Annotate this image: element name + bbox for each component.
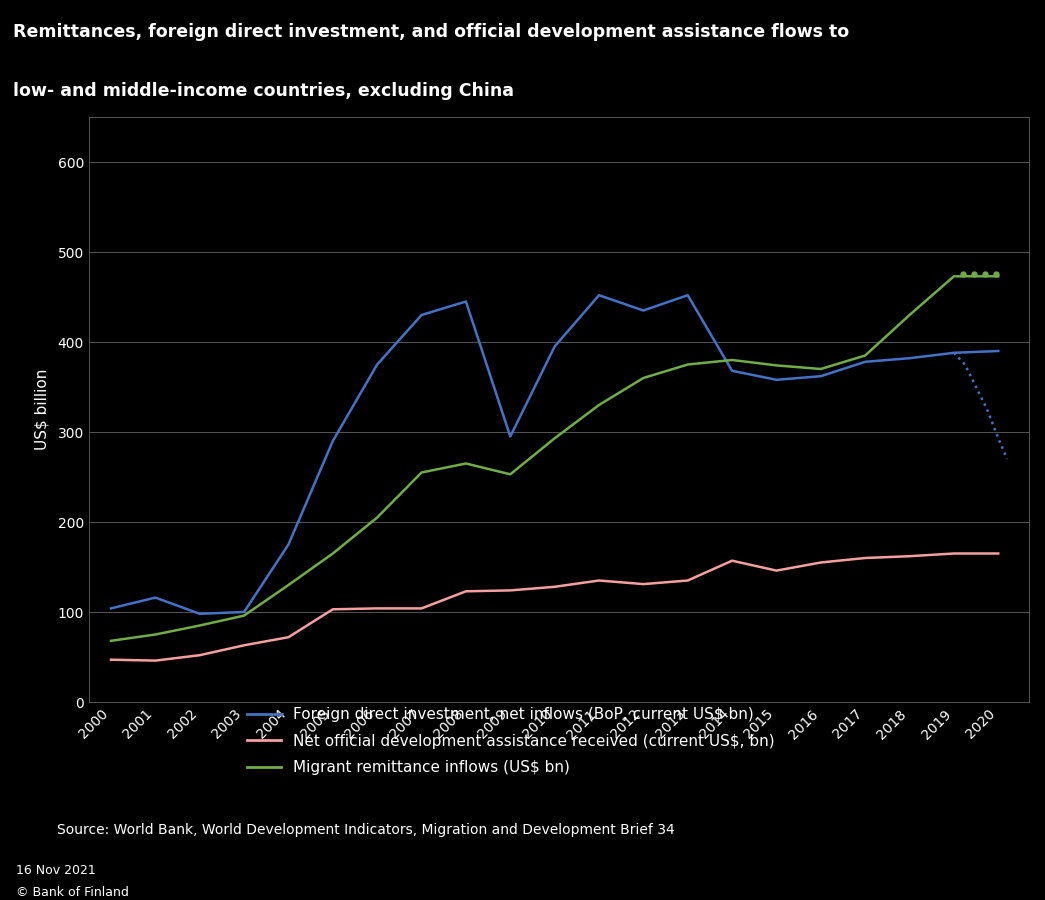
Y-axis label: US$ billion: US$ billion (34, 369, 49, 450)
Text: Remittances, foreign direct investment, and official development assistance flow: Remittances, foreign direct investment, … (13, 23, 849, 41)
Text: low- and middle-income countries, excluding China: low- and middle-income countries, exclud… (13, 82, 513, 100)
Text: Source: World Bank, World Development Indicators, Migration and Development Brie: Source: World Bank, World Development In… (57, 824, 675, 837)
Text: © Bank of Finland: © Bank of Finland (16, 886, 129, 899)
Legend: Foreign direct investment, net inflows (BoP, current US$ bn), Net official devel: Foreign direct investment, net inflows (… (247, 707, 774, 775)
Text: 16 Nov 2021: 16 Nov 2021 (16, 864, 95, 878)
